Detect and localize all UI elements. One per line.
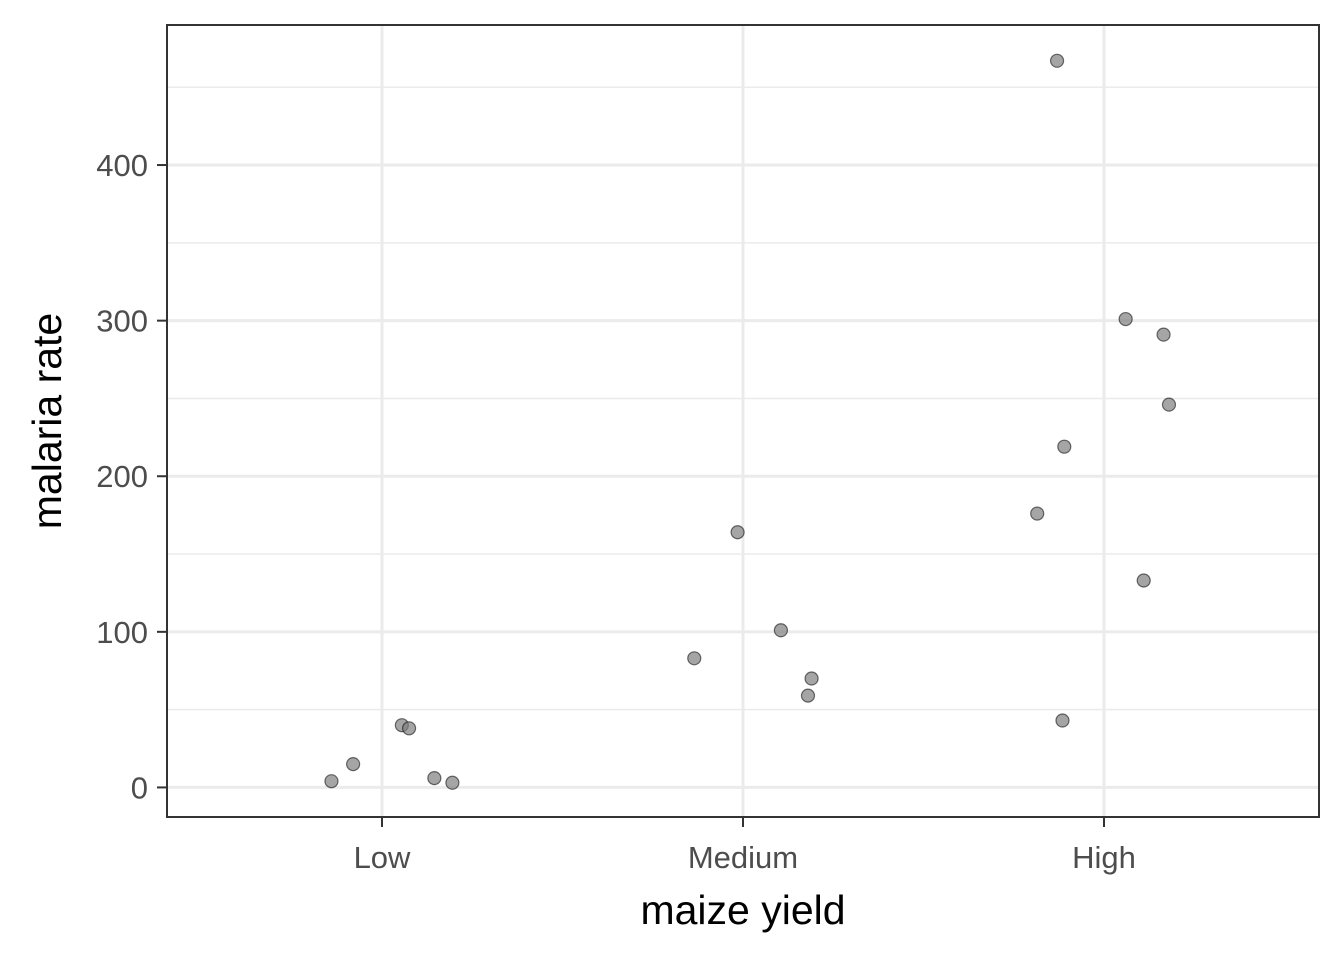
data-point bbox=[773, 623, 789, 638]
major-gridlines bbox=[167, 25, 1319, 817]
data-point bbox=[346, 756, 361, 772]
data-point bbox=[800, 688, 816, 703]
x-axis-title: maize yield bbox=[640, 887, 845, 933]
x-tick-label: High bbox=[1072, 840, 1136, 875]
data-point bbox=[1136, 573, 1151, 588]
data-point bbox=[1156, 327, 1171, 342]
data-point bbox=[804, 671, 819, 686]
y-tick-label: 0 bbox=[131, 770, 148, 805]
y-tick-label: 100 bbox=[96, 615, 148, 650]
data-point bbox=[1057, 439, 1072, 454]
y-tick-label: 400 bbox=[96, 148, 148, 183]
x-tick-label: Medium bbox=[688, 840, 798, 875]
data-point bbox=[1055, 713, 1070, 728]
y-tick-label: 300 bbox=[96, 304, 148, 339]
data-point bbox=[324, 774, 339, 789]
data-point bbox=[687, 651, 702, 666]
data-point bbox=[1161, 397, 1177, 412]
y-tick-label: 200 bbox=[96, 459, 148, 494]
data-point bbox=[427, 771, 442, 786]
data-point bbox=[1030, 506, 1045, 521]
data-point bbox=[730, 525, 745, 540]
y-axis-title: malaria rate bbox=[24, 313, 70, 529]
data-points bbox=[324, 53, 1177, 790]
data-point bbox=[1118, 311, 1133, 327]
data-point bbox=[445, 775, 460, 790]
x-axis: Low Medium High bbox=[354, 817, 1136, 875]
data-point bbox=[1049, 53, 1065, 68]
y-axis: 0 100 200 300 400 bbox=[96, 148, 167, 805]
data-point bbox=[401, 721, 417, 736]
x-tick-label: Low bbox=[354, 840, 411, 875]
